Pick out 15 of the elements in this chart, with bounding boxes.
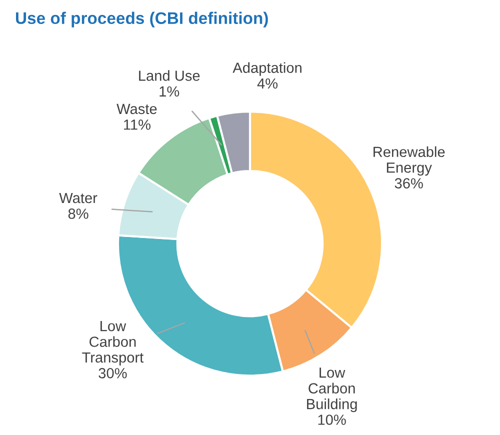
slice-label: Renewable Energy bbox=[374, 146, 445, 176]
data-label: 10% bbox=[318, 414, 346, 425]
data-label: 11% bbox=[124, 120, 150, 130]
slice-label: Waste bbox=[116, 104, 157, 114]
data-label: 8% bbox=[68, 208, 88, 219]
slice-label: Low Carbon Building bbox=[307, 368, 357, 412]
slice-label: Water bbox=[59, 192, 98, 204]
data-label: 30% bbox=[98, 368, 127, 378]
chart-title: Use of proceeds (CBI definition) bbox=[16, 12, 268, 28]
data-label: 4% bbox=[257, 78, 278, 89]
slice-label: Adaptation bbox=[232, 62, 302, 76]
data-label: 1% bbox=[160, 86, 180, 97]
slice-label: Land Use bbox=[139, 70, 200, 81]
data-label: 36% bbox=[394, 178, 423, 188]
slice-label: Low Carbon Transport bbox=[82, 321, 144, 366]
